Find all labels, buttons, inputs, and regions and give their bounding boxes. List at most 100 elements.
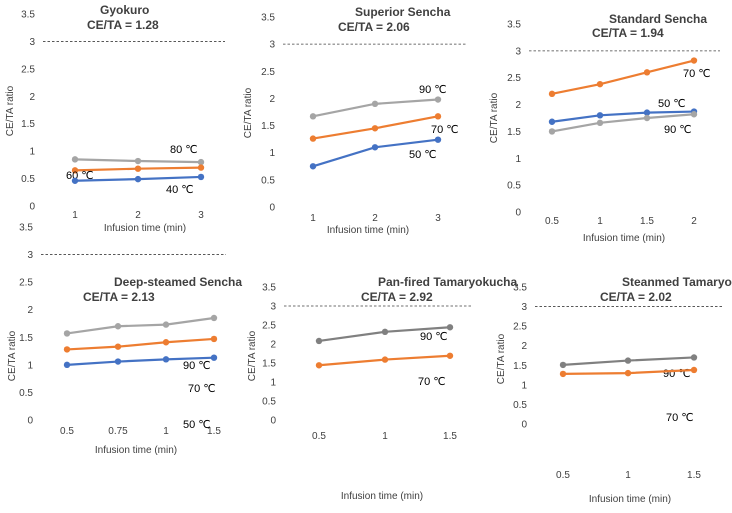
y-axis-label: CE/TA ratio — [489, 92, 500, 143]
data-point — [596, 80, 604, 88]
y-tick-label: 1 — [521, 380, 527, 391]
data-point — [114, 323, 122, 330]
data-point — [446, 352, 454, 359]
y-tick-label: 3.5 — [21, 10, 35, 21]
data-point — [71, 167, 79, 174]
chart-title: Superior Sencha — [355, 5, 451, 19]
data-point — [690, 57, 698, 64]
y-tick-label: 3 — [269, 40, 275, 51]
data-point — [309, 163, 317, 170]
data-point — [643, 114, 651, 122]
data-point — [162, 356, 170, 363]
series-label: 70 ℃ — [683, 68, 711, 80]
series-label: 70 ℃ — [431, 124, 459, 136]
y-tick-label: 2.5 — [513, 322, 527, 333]
y-axis-label: CE/TA ratio — [496, 333, 507, 384]
data-point — [162, 321, 170, 328]
chart-subtitle: CE/TA = 2.06 — [338, 20, 410, 34]
chart-subtitle: CE/TA = 2.13 — [83, 290, 155, 304]
series-line — [551, 113, 695, 133]
series-label: 80 ℃ — [170, 144, 198, 156]
x-tick-label: 2 — [135, 210, 141, 221]
data-point — [71, 177, 79, 184]
data-point — [210, 354, 218, 361]
data-point — [315, 362, 323, 369]
data-point — [548, 128, 556, 135]
y-tick-label: 2 — [270, 340, 276, 351]
x-tick-label: 1.5 — [207, 426, 221, 437]
y-tick-label: 2 — [521, 341, 527, 352]
chart-title: Pan-fired Tamaryokucha — [378, 275, 517, 289]
series-label: 90 ℃ — [183, 360, 211, 372]
y-tick-label: 3.5 — [262, 283, 276, 294]
data-point — [371, 125, 379, 132]
y-tick-label: 3 — [29, 37, 35, 48]
data-point — [548, 118, 556, 125]
data-point — [134, 165, 142, 172]
series-label: 70 ℃ — [666, 412, 694, 424]
y-tick-label: 0 — [27, 416, 33, 427]
x-tick-label: 1 — [163, 426, 169, 437]
data-point — [596, 112, 604, 119]
data-point — [381, 328, 389, 336]
chart-title: Standard Sencha — [609, 12, 707, 26]
data-point — [71, 156, 79, 163]
y-axis-label: CE/TA ratio — [243, 87, 254, 138]
data-point — [690, 111, 698, 118]
y-tick-label: 0 — [521, 420, 527, 431]
series-line — [66, 337, 215, 351]
x-axis-label: Infusion time (min) — [95, 445, 177, 456]
data-point — [643, 109, 651, 116]
data-point — [210, 335, 218, 343]
data-point — [134, 175, 142, 183]
y-tick-label: 0.5 — [261, 175, 275, 186]
data-point — [114, 343, 122, 350]
data-point — [434, 136, 442, 143]
y-axis-label: CE/TA ratio — [247, 330, 258, 381]
y-tick-label: 3.5 — [513, 283, 527, 294]
y-tick-label: 1.5 — [513, 361, 527, 372]
series-label: 70 ℃ — [188, 383, 216, 395]
data-point — [309, 113, 317, 120]
x-tick-label: 0.5 — [312, 431, 326, 442]
series-label: 50 ℃ — [658, 98, 686, 110]
data-point — [197, 158, 205, 166]
chart-subtitle: CE/TA = 2.92 — [361, 290, 433, 304]
y-tick-label: 1.5 — [262, 359, 276, 370]
y-axis-label: CE/TA ratio — [5, 85, 16, 136]
y-tick-label: 2 — [269, 94, 275, 105]
data-point — [381, 356, 389, 363]
data-point — [371, 100, 379, 108]
y-tick-label: 3 — [270, 302, 276, 313]
data-point — [690, 354, 698, 361]
data-point — [624, 357, 632, 364]
x-tick-label: 0.5 — [60, 426, 74, 437]
y-tick-label: 2.5 — [507, 73, 521, 84]
y-tick-label: 0.5 — [21, 174, 35, 185]
data-point — [197, 173, 205, 181]
y-tick-label: 3.5 — [261, 13, 275, 24]
data-point — [371, 144, 379, 151]
data-point — [434, 113, 442, 120]
y-tick-label: 0 — [515, 208, 521, 219]
y-tick-label: 2.5 — [21, 64, 35, 75]
x-axis-label: Infusion time (min) — [589, 494, 671, 505]
x-tick-label: 0.75 — [108, 426, 128, 437]
data-point — [559, 361, 567, 369]
y-tick-label: 0 — [270, 416, 276, 427]
x-tick-label: 1 — [310, 213, 316, 224]
data-point — [548, 90, 556, 98]
series-line — [66, 356, 215, 366]
x-tick-label: 1 — [597, 216, 603, 227]
x-tick-label: 0.5 — [545, 216, 559, 227]
data-point — [309, 135, 317, 142]
y-tick-label: 1.5 — [19, 333, 33, 344]
x-tick-label: 1 — [382, 431, 388, 442]
series-label: 50 ℃ — [409, 149, 437, 161]
data-point — [315, 337, 323, 345]
